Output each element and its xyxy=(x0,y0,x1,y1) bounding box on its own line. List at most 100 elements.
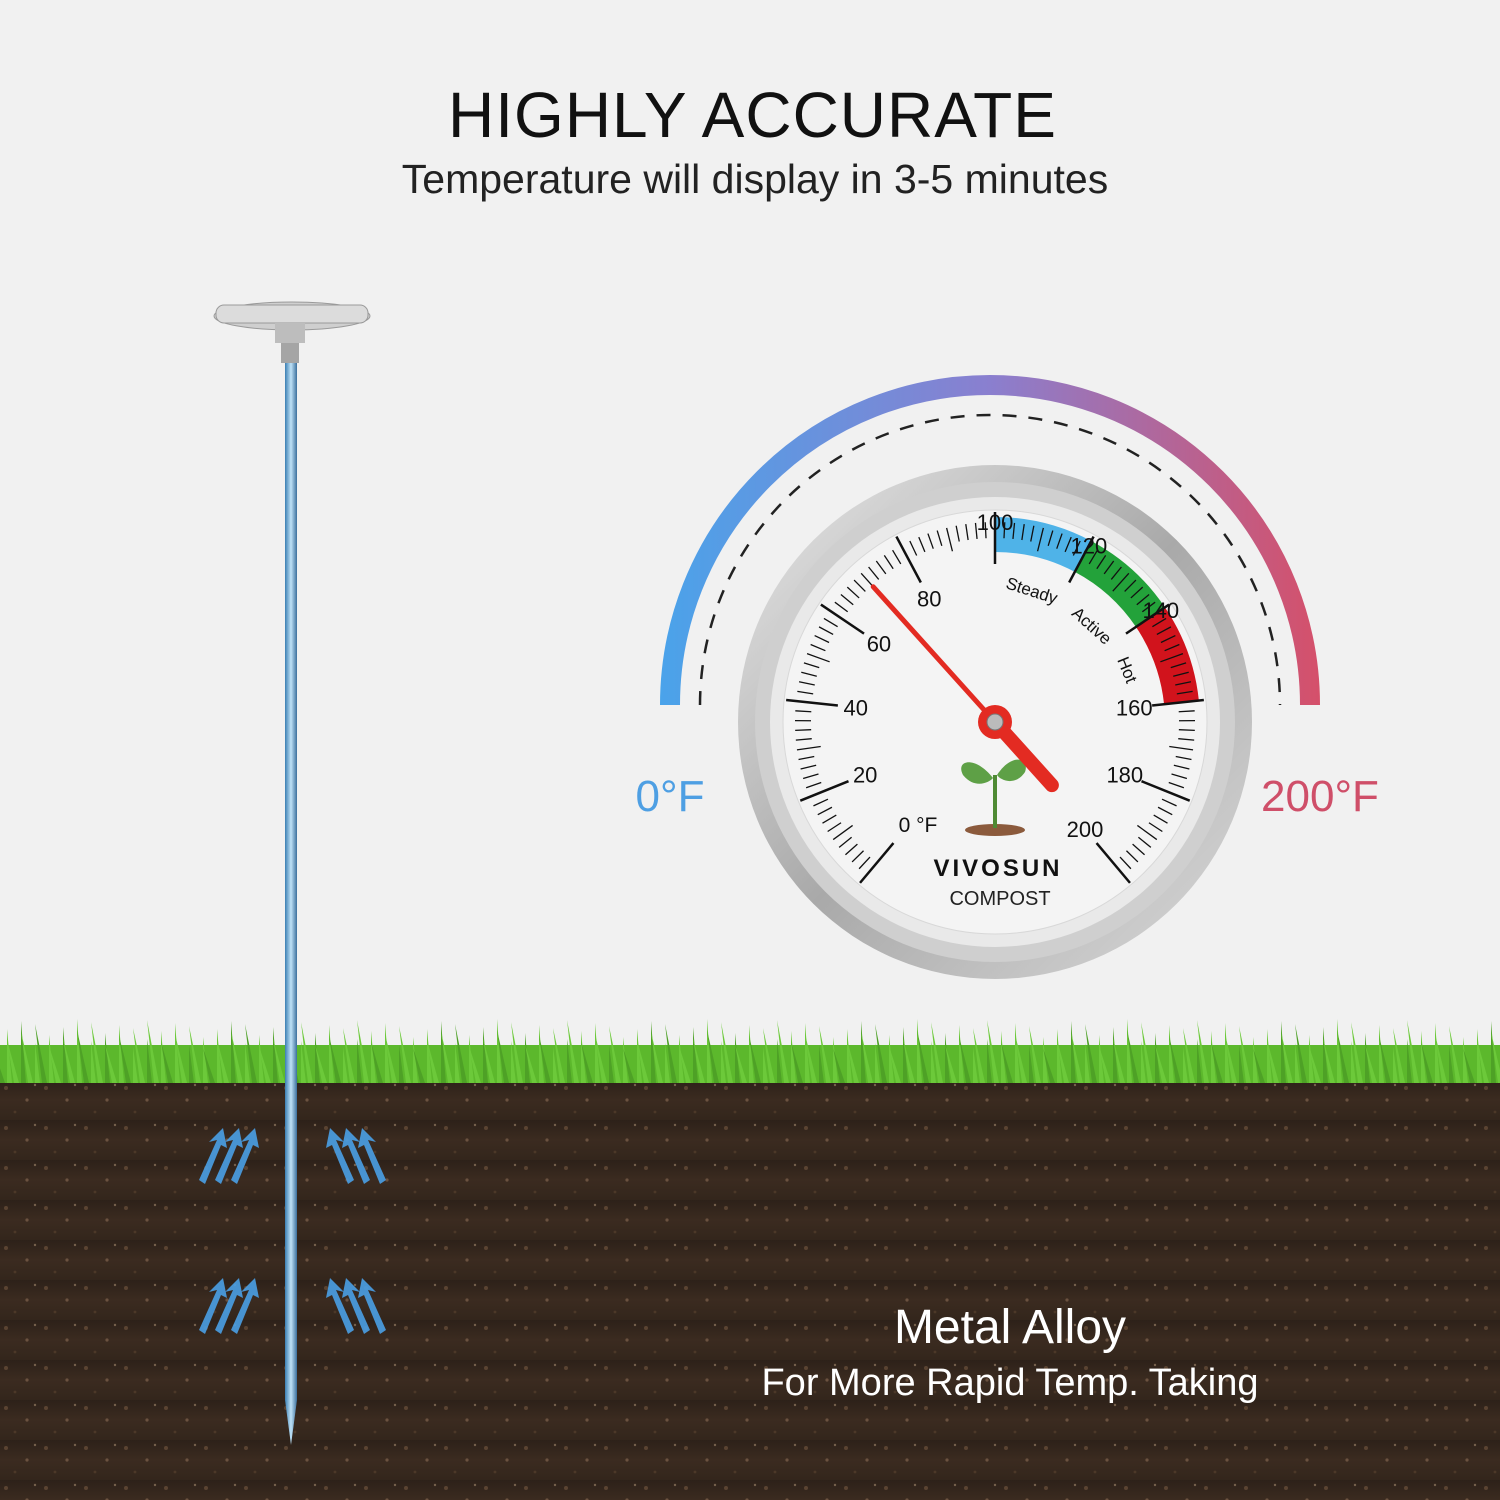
grass-blade xyxy=(1365,1033,1370,1083)
grass-blade xyxy=(931,1022,943,1083)
grass-blade xyxy=(735,1033,740,1083)
zone-hot xyxy=(1135,607,1199,705)
tick-mark xyxy=(1136,594,1150,606)
plant-icon xyxy=(961,759,1026,836)
tick-mark xyxy=(806,652,830,663)
tick-mark xyxy=(1088,549,1098,565)
tick-mark xyxy=(786,698,838,707)
grass-blade xyxy=(1393,1047,1398,1083)
tick-label: 60 xyxy=(867,632,891,657)
grass-blade xyxy=(595,1023,600,1083)
grass-blade xyxy=(1085,1024,1097,1083)
tick-mark xyxy=(1103,560,1115,575)
grass-blade xyxy=(1295,1024,1307,1083)
tick-mark xyxy=(892,549,902,565)
heat-arrow-icon xyxy=(358,1278,386,1334)
tick-mark xyxy=(798,681,815,686)
brand-logo: VIVOSUN xyxy=(933,855,1062,882)
grass-blade xyxy=(63,1027,68,1083)
grass-blade xyxy=(1197,1039,1202,1083)
grass-blade xyxy=(175,1034,187,1083)
grass-blade xyxy=(133,1047,138,1083)
tick-mark xyxy=(1176,690,1193,695)
tick-mark xyxy=(875,560,887,575)
tick-label: 160 xyxy=(1116,695,1153,720)
grass-blade xyxy=(875,1024,887,1083)
grass-blade xyxy=(315,1044,327,1083)
grass-blade xyxy=(1239,1026,1251,1083)
heat-arrow-icon xyxy=(215,1278,243,1334)
subheadline: Temperature will display in 3-5 minutes xyxy=(401,156,1109,202)
tick-mark xyxy=(840,594,854,606)
grass-blade xyxy=(105,1044,117,1083)
tick-mark xyxy=(1137,824,1158,841)
tick-mark xyxy=(1110,566,1122,580)
tick-label: 100 xyxy=(977,510,1014,535)
grass-blade xyxy=(693,1027,698,1083)
grass-blade xyxy=(497,1019,502,1083)
tick-mark xyxy=(1125,603,1170,635)
grass-blade xyxy=(35,1024,47,1083)
tick-mark xyxy=(858,856,871,870)
grass-blade xyxy=(1393,1028,1405,1083)
grass-blade xyxy=(455,1043,460,1083)
tick-mark xyxy=(1130,586,1144,599)
tick-mark xyxy=(1160,634,1176,644)
heat-arrow-icon xyxy=(199,1128,227,1184)
tick-label: 20 xyxy=(853,762,877,787)
grass-blade xyxy=(805,1034,817,1083)
grass-blade xyxy=(1239,1045,1244,1083)
tick-mark xyxy=(818,626,834,636)
tick-mark xyxy=(1047,530,1054,547)
grass-blade xyxy=(385,1034,397,1083)
grass-blade xyxy=(399,1045,404,1083)
grass-blade xyxy=(945,1044,957,1083)
grass-blade xyxy=(917,1019,922,1083)
grass-blade xyxy=(945,1033,950,1083)
grass-blade xyxy=(1155,1033,1160,1083)
tick-mark xyxy=(838,836,853,848)
grass-blade xyxy=(553,1028,565,1083)
tick-mark xyxy=(1161,798,1177,807)
tick-mark xyxy=(810,643,826,652)
grass-blade xyxy=(231,1021,236,1083)
tick-mark xyxy=(853,579,866,592)
tick-mark xyxy=(823,617,838,628)
grass-blade xyxy=(7,1040,19,1083)
tick-label: 200 xyxy=(1067,817,1104,842)
grass-blade xyxy=(525,1033,530,1083)
tick-mark xyxy=(1173,764,1190,770)
tick-mark xyxy=(927,533,934,549)
tick-mark xyxy=(798,755,815,761)
grass-blade xyxy=(161,1031,166,1083)
grass-blade xyxy=(105,1033,110,1083)
grass-blade xyxy=(1463,1048,1475,1083)
grass-blade xyxy=(1379,1025,1384,1083)
tick-mark xyxy=(909,540,918,556)
thermometer-probe xyxy=(213,301,371,1445)
grass-blade xyxy=(1211,1031,1216,1083)
min-temp-label: 0°F xyxy=(635,772,705,821)
grass-blade xyxy=(1323,1038,1335,1083)
grass-blade xyxy=(273,1027,278,1083)
grass-blade xyxy=(1337,1030,1349,1083)
grass-blade xyxy=(1155,1044,1167,1083)
grass-blade xyxy=(1225,1034,1237,1083)
grass-blade xyxy=(749,1036,761,1083)
grass-blade xyxy=(749,1025,754,1083)
grass-blade xyxy=(1477,1029,1482,1083)
grass-blade xyxy=(735,1044,747,1083)
grass-blade xyxy=(1407,1020,1419,1083)
grass-blade xyxy=(511,1022,523,1083)
tick-mark xyxy=(795,738,812,741)
heat-arrow-icon xyxy=(231,1128,259,1184)
tick-mark xyxy=(1119,856,1132,870)
tick-mark xyxy=(814,634,830,644)
tick-mark xyxy=(1064,536,1072,553)
grass-blade xyxy=(959,1036,971,1083)
tick-mark xyxy=(799,780,849,802)
grass-blade xyxy=(301,1022,313,1083)
grass-blade xyxy=(413,1048,425,1083)
grass-blade xyxy=(889,1046,901,1083)
